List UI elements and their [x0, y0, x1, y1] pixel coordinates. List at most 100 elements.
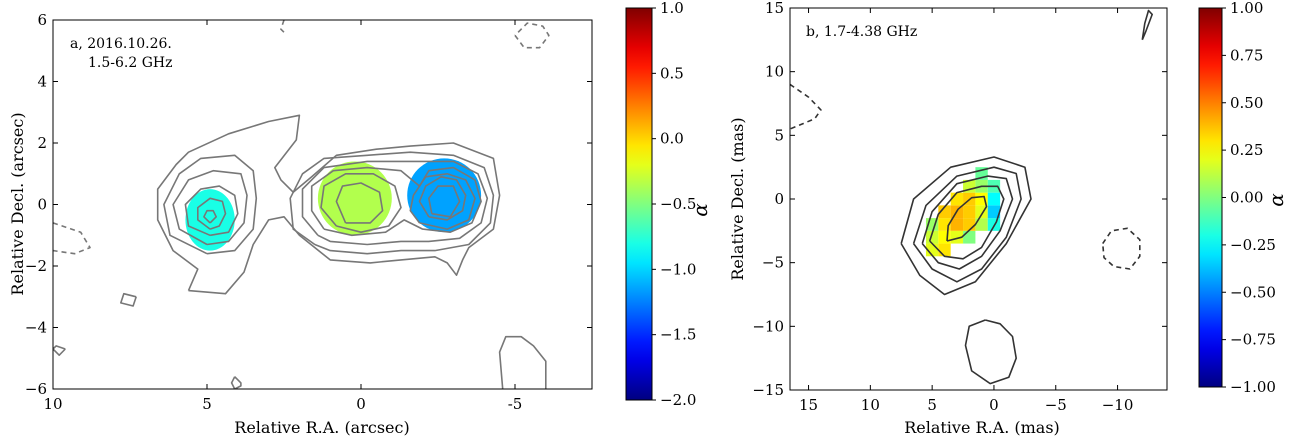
colorbar-tick-label: −1.00 — [1230, 378, 1276, 396]
dashed-contour-1 — [1101, 227, 1141, 270]
spectral-pixel-3 — [938, 230, 951, 244]
dashed-contour-2 — [280, 20, 285, 33]
contour-10 — [409, 173, 476, 230]
x-tick-label: 15 — [799, 396, 818, 414]
colorbar-tick-label: 0.50 — [1230, 94, 1263, 112]
dashed-contour-1 — [514, 22, 550, 49]
spectral-pixel-2 — [925, 230, 939, 244]
spectral-pixel-17 — [950, 192, 964, 206]
y-tick-label: 4 — [37, 73, 47, 91]
panel-a-x-ticks: 10 5 0 -5 — [43, 20, 522, 413]
x-tick-label: 10 — [43, 395, 62, 413]
y-tick-label: 2 — [37, 134, 47, 152]
panel-a-annotation-line1: a, 2016.10.26. — [70, 36, 172, 52]
panel-a-colorbar-gradient — [626, 8, 652, 400]
panel-a-x-axis-label: Relative R.A. (arcsec) — [234, 418, 409, 437]
contour-4 — [197, 197, 227, 230]
colorbar-tick-label: 0.00 — [1230, 189, 1263, 207]
x-tick-label: −5 — [1045, 396, 1067, 414]
colorbar-tick-label: −1.5 — [660, 326, 696, 344]
contour-8 — [310, 166, 482, 237]
y-tick-label: −5 — [762, 254, 784, 272]
panel-b-colorbar-ticks: 1.00 0.75 0.50 0.25 0.00 −0.25 −0.50 −0.75 −1.00 — [1222, 0, 1276, 396]
colorbar-tick-label: 0.5 — [660, 64, 684, 82]
x-tick-label: -5 — [508, 395, 523, 413]
panel-b-annotation: b, 1.7-4.38 GHz — [806, 24, 917, 40]
contour-6 — [1141, 9, 1153, 41]
contour-0 — [156, 114, 501, 295]
y-tick-label: 10 — [765, 63, 784, 81]
contour-15 — [230, 376, 242, 389]
colorbar-tick-label: 0.0 — [660, 130, 684, 148]
colorbar-tick-label: 0.25 — [1230, 141, 1263, 159]
panel-a-contours — [53, 20, 550, 389]
colorbar-tick-label: 0.75 — [1230, 46, 1263, 64]
spectral-pixel-9 — [963, 218, 976, 231]
panel-b-colorbar: 1.00 0.75 0.50 0.25 0.00 −0.25 −0.50 −0.75 −1.00… — [1198, 0, 1288, 396]
y-tick-label: 0 — [774, 190, 784, 208]
panel-b-colorbar-label: α — [1264, 193, 1288, 207]
x-tick-label: 0 — [989, 396, 999, 414]
contour-16 — [53, 345, 66, 356]
panel-b-x-axis-label: Relative R.A. (mas) — [904, 418, 1060, 437]
spectral-pixel-14 — [963, 205, 976, 219]
contour-5 — [203, 209, 217, 224]
contour-7 — [301, 160, 489, 246]
spectral-pixel-11 — [987, 218, 1001, 231]
contour-1 — [163, 154, 258, 255]
contour-14 — [120, 292, 137, 307]
dashed-contour-0 — [53, 222, 91, 255]
panel-a-annotation-line2: 1.5-6.2 GHz — [88, 55, 172, 71]
colorbar-tick-label: −2.0 — [660, 391, 696, 409]
y-tick-label: 5 — [774, 126, 784, 144]
contour-2 — [921, 175, 1014, 270]
spectral-pixel-10 — [975, 218, 988, 231]
x-tick-label: 0 — [356, 395, 366, 413]
y-tick-label: 15 — [765, 0, 784, 17]
y-tick-label: −6 — [25, 380, 47, 398]
panel-b-colorbar-gradient — [1199, 8, 1222, 387]
spectral-pixel-5 — [963, 230, 976, 244]
y-tick-label: −2 — [25, 257, 47, 275]
contour-4 — [946, 195, 988, 242]
panel-a-colorbar: 1.0 0.5 0.0 −0.5 −1.0 −1.5 −2.0 α — [625, 0, 712, 409]
panel-b-y-axis-label: Relative Decl. (mas) — [728, 117, 747, 280]
colorbar-tick-label: −0.75 — [1230, 331, 1276, 349]
y-tick-label: −4 — [25, 319, 47, 337]
x-tick-label: 10 — [861, 396, 880, 414]
contour-1 — [912, 166, 1022, 283]
y-tick-label: 6 — [37, 11, 47, 29]
contour-5 — [964, 319, 1017, 385]
panel-a-colorbar-label: α — [688, 203, 712, 217]
y-tick-label: −15 — [752, 381, 784, 399]
contour-3 — [928, 185, 1005, 260]
contour-3 — [184, 185, 239, 237]
contour-13 — [428, 185, 461, 218]
panel-b-contours — [790, 9, 1153, 385]
spectral-pixel-20 — [987, 192, 1001, 206]
x-tick-label: −10 — [1102, 396, 1134, 414]
spectral-pixel-4 — [950, 230, 964, 244]
panel-b-y-ticks: −15 −10 −5 0 5 10 15 — [752, 0, 1167, 399]
contour-17 — [498, 335, 547, 389]
dashed-contour-0 — [790, 83, 822, 130]
contour-2 — [172, 169, 248, 246]
x-tick-label: 5 — [202, 395, 212, 413]
contour-9 — [320, 173, 402, 233]
panel-a-colorbar-ticks: 1.0 0.5 0.0 −0.5 −1.0 −1.5 −2.0 — [652, 0, 696, 409]
colorbar-tick-label: 1.0 — [660, 0, 684, 17]
x-tick-label: 5 — [927, 396, 937, 414]
contour-11 — [418, 176, 467, 221]
panel-a-y-ticks: −6 −4 −2 0 2 4 6 — [25, 11, 592, 398]
panel-a: 10 5 0 -5 −6 −4 −2 0 2 4 6 a, 2016.10.26. 1.5-6.2… — [8, 11, 593, 437]
contour-0 — [900, 156, 1032, 296]
colorbar-tick-label: 1.00 — [1230, 0, 1263, 17]
y-tick-label: 0 — [37, 196, 47, 214]
colorbar-tick-label: −0.25 — [1230, 236, 1276, 254]
colorbar-tick-label: −0.50 — [1230, 283, 1276, 301]
contour-6 — [289, 151, 495, 255]
panel-b-x-ticks: 15 10 5 0 −5 −10 — [799, 8, 1133, 414]
colorbar-tick-label: −0.5 — [660, 195, 696, 213]
